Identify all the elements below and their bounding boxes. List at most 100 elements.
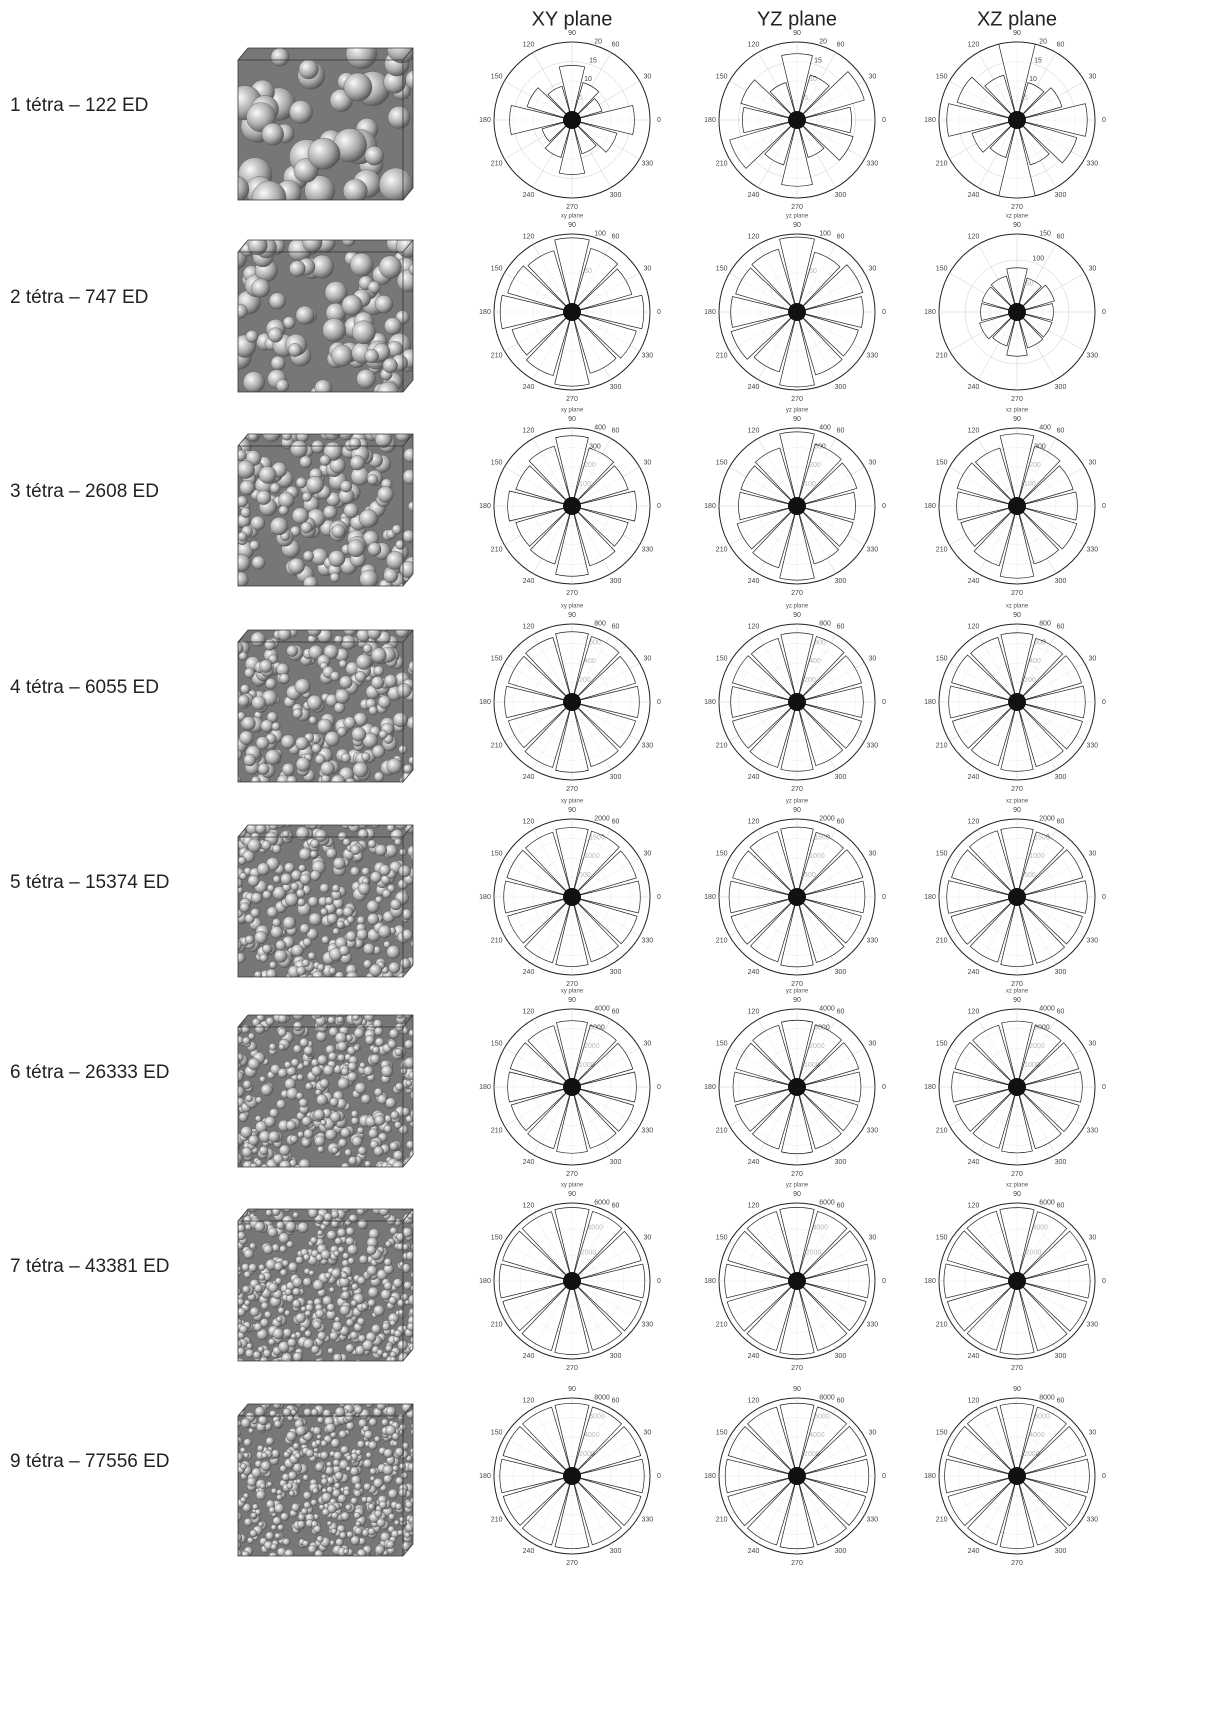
sphere xyxy=(339,1304,351,1316)
sphere xyxy=(248,1032,256,1040)
angle-label: 300 xyxy=(835,1548,847,1555)
sphere xyxy=(405,1079,413,1087)
sphere xyxy=(312,1320,322,1330)
rose-bar xyxy=(989,119,1018,158)
angle-label: 60 xyxy=(1057,1202,1065,1209)
angle-label: 330 xyxy=(867,742,879,749)
sphere xyxy=(311,440,325,454)
angle-label: 210 xyxy=(716,1127,728,1134)
sphere xyxy=(281,762,295,776)
rose-bar xyxy=(950,896,1018,945)
angle-label: 150 xyxy=(936,459,948,466)
angle-label: 120 xyxy=(968,818,980,825)
angle-label: 180 xyxy=(479,1278,491,1285)
sphere xyxy=(392,1278,403,1289)
rose-bar xyxy=(796,1475,867,1526)
rose-bar xyxy=(1016,1475,1087,1527)
angle-label: 210 xyxy=(936,546,948,553)
sphere xyxy=(363,1482,372,1491)
sphere xyxy=(410,1243,413,1252)
angle-label: 30 xyxy=(868,655,876,662)
sphere xyxy=(345,1503,352,1511)
sphere xyxy=(336,1016,344,1024)
rose-bar xyxy=(740,79,798,121)
sphere xyxy=(278,505,289,516)
sphere xyxy=(271,721,281,731)
sphere xyxy=(370,825,381,829)
sphere xyxy=(343,178,368,200)
sphere xyxy=(251,695,267,711)
sphere xyxy=(295,1478,302,1485)
angle-label: 300 xyxy=(835,1159,847,1166)
angle-label: 120 xyxy=(748,1202,760,1209)
angle-label: 120 xyxy=(968,427,980,434)
sphere xyxy=(326,1230,337,1241)
rose-bar xyxy=(571,490,637,522)
sphere xyxy=(331,344,353,367)
sphere xyxy=(359,1062,366,1069)
sphere xyxy=(361,752,371,762)
rose-bar xyxy=(521,1475,573,1546)
sphere xyxy=(287,1262,298,1273)
sphere xyxy=(332,1489,341,1498)
rose-bar xyxy=(728,880,798,914)
rose-bar xyxy=(571,505,629,547)
sphere xyxy=(292,1277,303,1288)
sphere xyxy=(374,1037,385,1047)
angle-label: 60 xyxy=(612,623,620,630)
angle-label: 180 xyxy=(704,1473,716,1480)
sphere xyxy=(264,1310,272,1319)
sphere xyxy=(245,1094,253,1103)
rose-bar xyxy=(971,119,1018,153)
rose-bar xyxy=(796,251,841,313)
sphere xyxy=(319,454,331,466)
rose-bar xyxy=(571,82,600,121)
sphere xyxy=(307,630,322,637)
angle-label: 270 xyxy=(1011,590,1023,597)
rose-bar xyxy=(749,701,798,768)
angle-label: 60 xyxy=(1057,233,1065,240)
sphere xyxy=(394,1329,402,1338)
rose-bar xyxy=(1016,880,1088,914)
rose-bar xyxy=(732,701,798,749)
angle-label: 0 xyxy=(1102,309,1106,316)
sphere xyxy=(308,825,318,830)
rose-center xyxy=(563,111,581,129)
sphere xyxy=(238,1307,246,1317)
angle-label: 120 xyxy=(523,623,535,630)
angle-label: 300 xyxy=(610,578,622,585)
sphere xyxy=(243,1270,252,1279)
angle-label: 60 xyxy=(612,1397,620,1404)
radial-tick-label: 2000 xyxy=(594,816,610,823)
sphere xyxy=(328,967,337,975)
rose-bar xyxy=(796,119,854,161)
sphere xyxy=(311,743,322,754)
rose-bar xyxy=(781,1020,813,1088)
packing-cube xyxy=(237,1208,414,1362)
rose-bar xyxy=(999,1280,1035,1355)
rose-bar xyxy=(796,1263,870,1299)
sphere xyxy=(267,327,283,343)
angle-label: 0 xyxy=(882,1084,886,1091)
angle-label: 270 xyxy=(1011,1171,1023,1178)
sphere xyxy=(368,1417,378,1427)
sphere xyxy=(239,479,255,496)
sphere xyxy=(337,726,347,737)
rose-bar xyxy=(526,87,573,121)
sphere xyxy=(278,1015,288,1024)
angle-label: 30 xyxy=(1088,1234,1096,1241)
radial-tick-label: 800 xyxy=(1039,621,1051,628)
rose-bar xyxy=(779,236,815,313)
rose-bar xyxy=(980,303,1018,321)
sphere xyxy=(340,752,351,763)
sphere xyxy=(383,1257,393,1267)
spheres xyxy=(238,48,413,200)
sphere xyxy=(330,1220,339,1228)
angle-label: 180 xyxy=(924,1473,936,1480)
sphere xyxy=(260,1301,269,1310)
sphere xyxy=(401,1404,413,1413)
angle-label: 330 xyxy=(642,160,654,167)
sphere xyxy=(308,645,324,660)
rose-bar xyxy=(571,655,637,703)
angle-label: 60 xyxy=(837,818,845,825)
